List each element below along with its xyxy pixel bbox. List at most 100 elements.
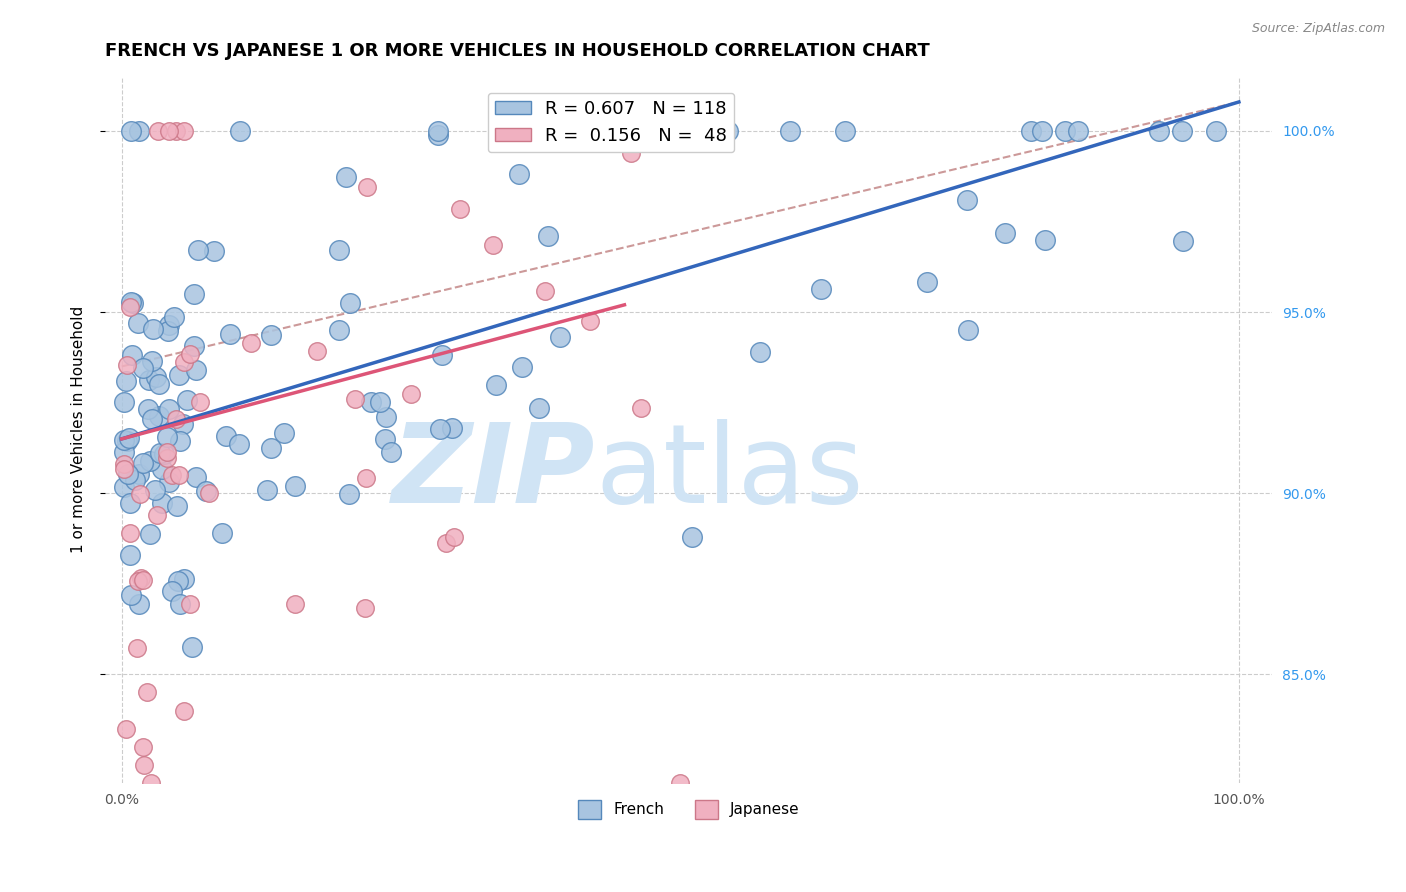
Point (202, 244, 225, 258)
Point (157, 475, 180, 489)
Point (169, 434, 191, 448)
Point (508, 167, 530, 181)
Point (118, 525, 141, 540)
Point (593, 124, 616, 138)
Point (146, 508, 169, 522)
Point (132, 758, 155, 772)
Point (112, 445, 135, 459)
Point (166, 412, 188, 426)
Point (693, 124, 716, 138)
Point (146, 124, 169, 138)
Point (572, 124, 595, 138)
Point (167, 574, 190, 589)
Point (160, 584, 183, 599)
Point (533, 128, 555, 142)
Point (173, 704, 195, 718)
Point (127, 640, 149, 655)
Point (179, 598, 201, 612)
Point (356, 180, 378, 194)
Point (354, 600, 377, 615)
Point (229, 124, 252, 138)
Point (581, 124, 603, 138)
Point (1205, 124, 1227, 138)
Point (112, 457, 135, 471)
Point (157, 402, 180, 417)
Point (167, 468, 190, 483)
Point (173, 124, 195, 138)
Point (399, 387, 422, 401)
Point (339, 295, 361, 310)
Point (335, 170, 357, 185)
Point (112, 433, 135, 447)
Point (375, 409, 398, 424)
Point (184, 469, 207, 483)
Point (211, 526, 233, 541)
Point (344, 392, 367, 406)
Y-axis label: 1 or more Vehicles in Household: 1 or more Vehicles in Household (72, 306, 86, 553)
Point (124, 473, 146, 487)
Point (160, 467, 183, 482)
Point (117, 358, 139, 372)
Point (131, 574, 153, 588)
Point (427, 128, 450, 142)
Point (260, 328, 283, 343)
Point (136, 401, 159, 416)
Point (582, 124, 605, 138)
Point (127, 574, 149, 589)
Point (1031, 124, 1053, 138)
Point (132, 739, 155, 754)
Point (149, 445, 172, 459)
Point (256, 483, 278, 497)
Point (156, 445, 179, 459)
Point (183, 339, 205, 353)
Point (482, 238, 505, 252)
Point (427, 124, 450, 138)
Point (441, 421, 464, 435)
Point (1147, 124, 1170, 138)
Point (434, 536, 457, 550)
Point (994, 226, 1017, 240)
Point (195, 483, 218, 498)
Point (138, 373, 160, 387)
Point (157, 124, 180, 138)
Point (173, 355, 195, 369)
Point (184, 363, 207, 377)
Point (159, 318, 181, 332)
Point (558, 124, 581, 138)
Point (550, 330, 572, 344)
Point (150, 496, 173, 510)
Point (779, 124, 801, 138)
Point (337, 487, 360, 501)
Point (510, 360, 533, 375)
Point (681, 530, 703, 544)
Point (156, 430, 179, 444)
Point (187, 244, 209, 258)
Legend: French, Japanese: French, Japanese (572, 794, 806, 825)
Point (917, 275, 939, 289)
Point (198, 485, 221, 500)
Point (115, 434, 138, 448)
Point (132, 361, 155, 376)
Point (112, 395, 135, 409)
Point (219, 326, 242, 341)
Point (620, 145, 643, 160)
Text: Source: ZipAtlas.com: Source: ZipAtlas.com (1251, 22, 1385, 36)
Point (228, 436, 250, 450)
Point (128, 124, 150, 138)
Point (120, 124, 142, 138)
Point (143, 483, 166, 498)
Point (354, 471, 377, 485)
Point (169, 597, 191, 611)
Text: FRENCH VS JAPANESE 1 OR MORE VEHICLES IN HOUSEHOLD CORRELATION CHART: FRENCH VS JAPANESE 1 OR MORE VEHICLES IN… (105, 42, 929, 60)
Point (120, 548, 142, 562)
Point (121, 348, 143, 362)
Point (1171, 124, 1194, 138)
Point (139, 527, 162, 541)
Point (135, 685, 157, 699)
Point (117, 467, 139, 482)
Point (172, 417, 194, 431)
Point (165, 124, 187, 138)
Point (429, 422, 451, 436)
Point (810, 282, 832, 296)
Point (1019, 124, 1042, 138)
